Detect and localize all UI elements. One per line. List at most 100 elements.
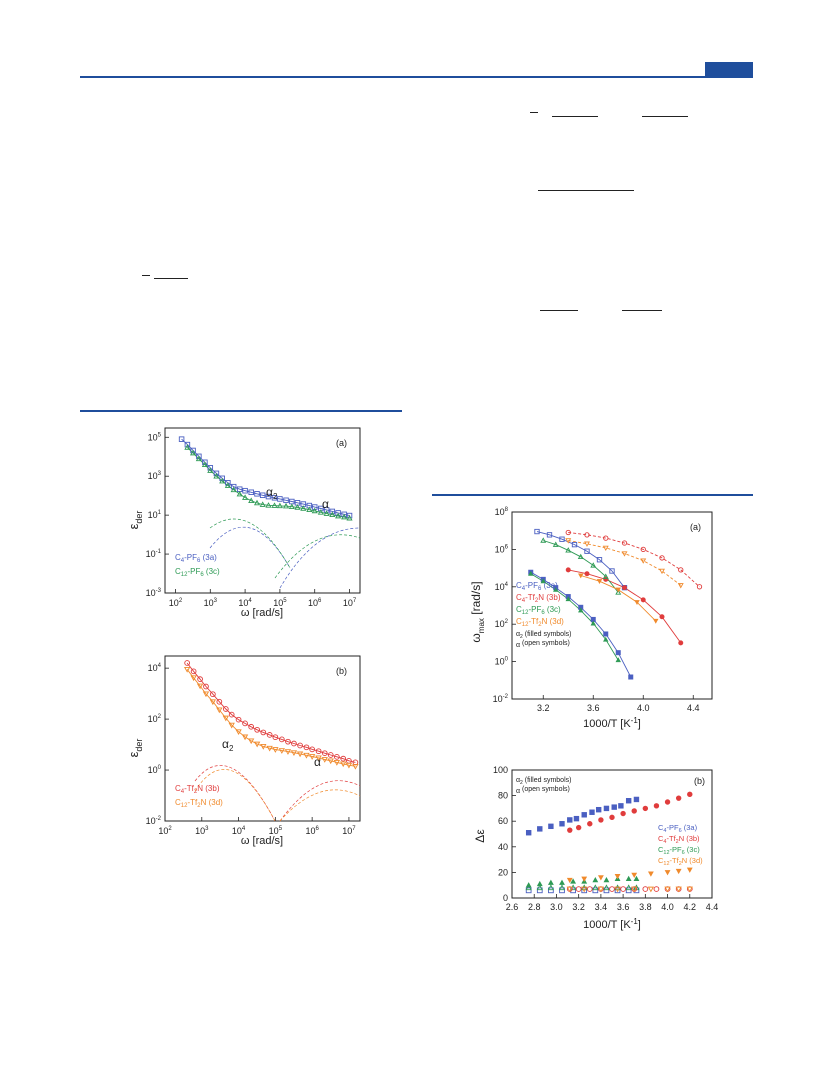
component-curve: [209, 526, 291, 569]
data-point: [603, 535, 609, 541]
y-tick-label: 10-3: [146, 588, 162, 598]
series: [183, 666, 359, 770]
data-point: [566, 877, 573, 884]
x-tick-label: 105: [273, 598, 287, 608]
chart-right-a: 3.2 3.6 4.0 4.4 108 106 104 102 100 10-2 (a) C4-P…: [469, 507, 713, 730]
data-point: [581, 887, 588, 894]
fit-line: [568, 532, 700, 588]
y-tick-label: 102: [148, 714, 162, 724]
data-point: [282, 502, 290, 509]
data-point: [547, 884, 555, 891]
data-point: [525, 884, 532, 891]
y-tick-label: 104: [495, 582, 509, 592]
data-point: [210, 691, 216, 698]
data-point: [653, 803, 660, 809]
data-point: [565, 596, 571, 602]
data-point: [190, 447, 196, 454]
data-point: [184, 660, 190, 666]
data-point: [622, 585, 628, 591]
annotation-alpha: α: [314, 755, 321, 769]
data-point: [597, 886, 605, 893]
data-point: [628, 674, 634, 680]
data-point: [592, 884, 599, 891]
data-point: [584, 532, 590, 538]
data-point: [190, 675, 197, 682]
data-point: [271, 495, 278, 501]
data-point: [341, 513, 348, 520]
x-tick-label: 4.4: [706, 902, 719, 912]
component-curve: [279, 789, 361, 822]
data-point: [300, 505, 307, 511]
data-point: [640, 546, 646, 553]
panel-label: (a): [336, 438, 347, 448]
data-point: [327, 752, 334, 758]
data-point: [625, 875, 632, 882]
panel-label: (a): [690, 522, 701, 532]
figure-rule-left: [80, 410, 402, 412]
data-point: [566, 886, 573, 893]
data-point: [248, 738, 255, 745]
series: [567, 791, 693, 833]
data-point: [315, 755, 322, 762]
data-point: [525, 887, 532, 894]
legend-entry: C4-PF6 (3a): [175, 553, 217, 564]
component-curve: [194, 769, 276, 822]
data-point: [540, 578, 546, 584]
x-tick-label: 107: [342, 826, 356, 836]
chart-right-b: 2.6 2.8 3.0 3.2 3.4 3.6 3.8 4.0 4.2 4.4 0 20 40 60 80 1…: [473, 765, 719, 931]
data-point: [327, 758, 334, 765]
x-tick-label: 103: [204, 598, 218, 608]
data-point: [559, 879, 565, 885]
data-point: [609, 814, 615, 821]
fit-line: [181, 438, 350, 517]
data-point: [609, 886, 615, 892]
data-point: [196, 453, 202, 460]
component-curve: [194, 765, 276, 822]
data-point: [184, 441, 191, 448]
data-point: [178, 436, 185, 442]
y-tick-label: 40: [498, 842, 508, 852]
data-point: [236, 490, 243, 497]
data-point: [573, 815, 580, 822]
plot-frame: [511, 769, 713, 899]
data-point: [303, 744, 310, 751]
x-tick-label: 2.6: [506, 902, 519, 912]
y-tick-label: 0: [503, 893, 508, 903]
data-point: [290, 750, 298, 757]
x-axis-label: 1000/T [K-1]: [583, 716, 641, 730]
data-point: [603, 636, 609, 642]
data-point: [207, 467, 214, 473]
legend-entry: C12-PF6 (3c): [658, 845, 700, 856]
series: [565, 529, 703, 590]
data-point: [565, 547, 572, 553]
data-point: [631, 808, 637, 814]
y-tick-label: 105: [148, 432, 162, 442]
data-point: [603, 805, 610, 812]
y-tick-label: 10-2: [146, 816, 162, 826]
data-point: [352, 763, 359, 770]
data-point: [242, 487, 248, 494]
data-point: [647, 871, 654, 877]
data-point: [346, 514, 353, 521]
legend-note: α2 (filled symbols): [516, 631, 571, 640]
data-point: [216, 707, 223, 714]
y-tick-label: 108: [495, 507, 509, 517]
data-point: [260, 744, 267, 750]
data-point: [653, 618, 659, 624]
data-point: [678, 640, 684, 646]
series: [184, 660, 359, 766]
data-point: [565, 567, 571, 573]
data-point: [631, 872, 638, 878]
data-point: [222, 706, 229, 712]
y-tick-label: 10-2: [493, 694, 509, 704]
data-point: [346, 512, 353, 519]
legend-entry: C4-PF6 (3a): [658, 823, 698, 834]
data-point: [675, 886, 682, 893]
data-point: [547, 879, 554, 885]
plot-frame: [164, 655, 361, 822]
data-point: [285, 738, 291, 745]
data-point: [634, 600, 640, 606]
data-point: [213, 472, 220, 479]
data-point: [345, 762, 353, 769]
